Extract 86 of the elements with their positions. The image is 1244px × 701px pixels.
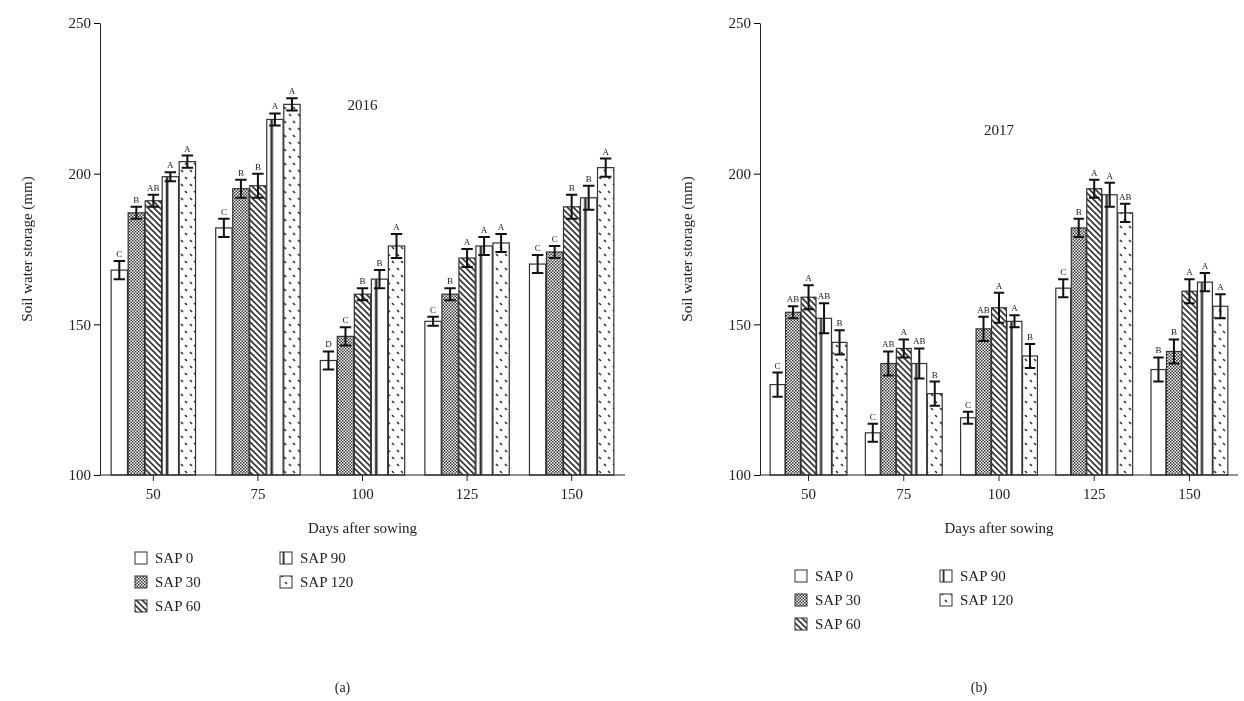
x-axis-title: Days after sowing [944,520,1055,536]
legend-label: SAP 0 [155,550,194,566]
y-tick-label: 250 [728,15,751,32]
x-tick-label: 150 [560,486,583,502]
data-label: B [1075,206,1082,217]
legend-label: SAP 0 [815,568,854,584]
data-label: B [237,167,244,178]
y-tick-label: 250 [68,15,91,32]
legend-label: SAP 30 [155,574,201,590]
data-label: AB [882,339,895,350]
data-label: C [869,411,876,422]
data-label: A [1217,282,1225,293]
data-label: A [900,327,908,338]
y-tick-label: 150 [68,316,91,333]
data-label: C [430,304,437,315]
data-label: A [1106,170,1114,181]
data-label: C [965,399,972,410]
data-label: AB [1118,191,1132,202]
y-tick-label: 100 [728,467,751,484]
x-tick-label: 125 [1082,486,1106,502]
legend-label: SAP 120 [300,574,354,590]
data-label: B [1170,327,1177,338]
data-label: A [1201,261,1209,272]
data-label: A [497,221,505,232]
legend-label: SAP 90 [960,568,1006,584]
y-tick-label: 100 [68,467,91,484]
data-label: C [220,206,227,217]
data-label: B [359,276,366,287]
data-label: B [376,258,383,269]
data-label: C [342,315,349,326]
data-label: B [1026,331,1033,342]
data-label: A [602,146,610,157]
data-label: B [133,194,140,205]
text: 2017 [984,122,1015,138]
x-tick-label: 100 [987,486,1011,502]
y-tick-label: 150 [728,316,751,333]
data-label: B [836,318,843,329]
x-tick-label: 100 [351,486,374,502]
data-label: AB [913,336,926,347]
text: 2016 [347,97,378,113]
legend-label: SAP 90 [300,550,346,566]
x-tick-label: 75 [250,486,266,502]
x-tick-label: 75 [896,486,912,502]
data-label: A [271,101,279,112]
data-label: A [184,143,192,154]
data-label: A [995,280,1003,291]
x-tick-label: 50 [801,486,817,502]
data-label: AB [977,304,990,315]
x-tick-label: 125 [455,486,479,502]
data-label: AB [786,294,800,305]
x-axis-title: Days after sowing [307,520,418,536]
data-label: B [254,161,261,172]
data-label: A [167,160,175,171]
legend-label: SAP 30 [815,592,861,608]
x-tick-label: 150 [1178,486,1201,502]
y-axis-title: Soil water storage (mm) [19,176,36,322]
data-label: AB [147,182,160,193]
data-label: B [568,182,575,193]
data-label: D [325,339,333,350]
legend-label: SAP 60 [815,616,861,632]
data-label: A [480,224,488,235]
data-label: A [1186,267,1194,278]
y-tick-label: 200 [728,165,751,182]
data-label: B [931,369,938,380]
text: (a) [334,680,351,696]
text: (b) [970,680,988,696]
legend-label: SAP 60 [155,598,201,614]
data-label: A [393,221,401,232]
data-label: B [585,173,592,184]
legend-label: SAP 120 [960,592,1014,608]
data-label: C [1060,267,1067,278]
y-tick-label: 200 [68,165,91,182]
data-label: C [534,243,541,254]
data-label: B [1155,345,1162,356]
data-label: AB [817,291,831,302]
data-label: B [447,276,454,287]
data-label: A [288,86,296,97]
data-label: C [551,233,558,244]
data-label: A [463,237,471,247]
data-label: A [1011,303,1019,314]
x-tick-label: 50 [145,486,161,502]
data-label: C [774,360,781,371]
data-label: A [805,273,813,284]
data-label: A [1090,167,1098,178]
data-label: C [116,249,123,260]
y-axis-title: Soil water storage (mm) [679,176,696,322]
